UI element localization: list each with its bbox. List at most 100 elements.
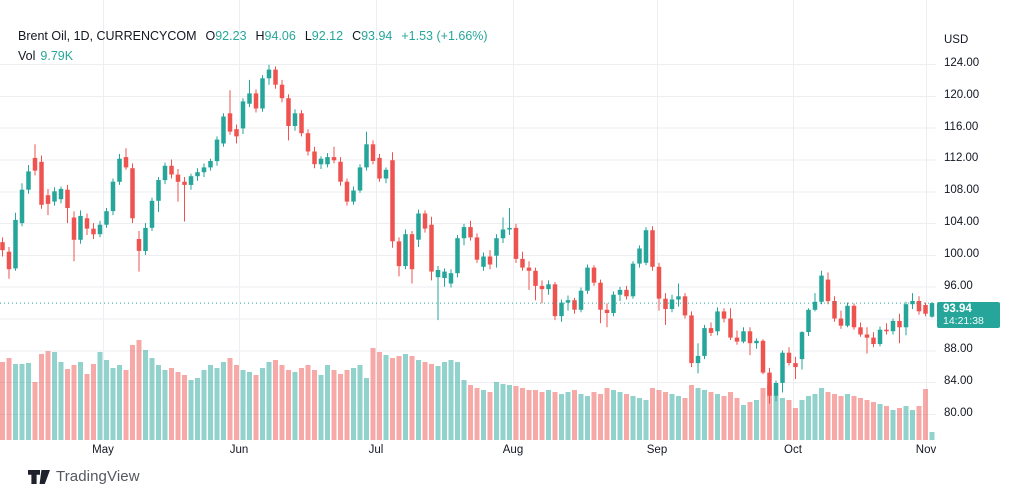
candle-body bbox=[104, 211, 109, 225]
volume-bar bbox=[65, 369, 70, 440]
legend-ohlc-row: Brent Oil, 1D, CURRENCYCOM O92.23 H94.06… bbox=[18, 26, 488, 46]
candle-body bbox=[929, 303, 935, 317]
tradingview-logo-text: TradingView bbox=[56, 468, 140, 485]
volume-bar bbox=[461, 380, 467, 440]
candle-body bbox=[409, 234, 415, 270]
candle-body bbox=[182, 181, 187, 185]
volume-bar bbox=[364, 378, 369, 440]
candle-body bbox=[663, 298, 668, 309]
price-tick-label: 88.00 bbox=[944, 343, 973, 356]
candle-body bbox=[383, 169, 389, 179]
candle-body bbox=[364, 144, 369, 168]
candle-body bbox=[6, 251, 12, 270]
volume-bar bbox=[188, 380, 194, 440]
candle-body bbox=[240, 101, 246, 129]
candle-body bbox=[689, 315, 694, 364]
volume-bar bbox=[871, 402, 876, 440]
volume-bar bbox=[156, 365, 161, 440]
candle-body bbox=[156, 180, 161, 201]
current-price-value: 93.94 bbox=[943, 303, 972, 315]
low-value: L92.12 bbox=[304, 29, 344, 43]
candle-body bbox=[715, 311, 720, 332]
volume-bar bbox=[0, 362, 5, 440]
volume-bar bbox=[585, 396, 590, 440]
volume-bar bbox=[663, 392, 668, 440]
symbol-description[interactable]: Brent Oil, 1D, CURRENCYCOM bbox=[18, 29, 197, 43]
volume-bar bbox=[682, 398, 688, 440]
current-price-badge: 93.94 14:21:38 bbox=[937, 302, 1000, 328]
price-tick-label: 124.00 bbox=[944, 57, 980, 69]
candle-body bbox=[585, 267, 590, 291]
volume-bar bbox=[500, 384, 506, 440]
candle-body bbox=[175, 174, 181, 182]
volume-bar bbox=[247, 372, 252, 440]
candle-body bbox=[884, 329, 889, 332]
volume-bar bbox=[130, 345, 135, 440]
candle-body bbox=[513, 227, 519, 259]
candle-body bbox=[123, 157, 129, 168]
month-label: Aug bbox=[502, 444, 524, 456]
candle-body bbox=[52, 191, 57, 202]
candle-body bbox=[702, 328, 707, 356]
volume-bar bbox=[240, 370, 246, 440]
candle-body bbox=[604, 309, 610, 313]
volume-bar bbox=[773, 395, 779, 440]
candle-body bbox=[396, 241, 402, 267]
candle-body bbox=[637, 248, 642, 264]
volume-bar bbox=[273, 360, 278, 440]
price-tick-label: 84.00 bbox=[944, 375, 973, 388]
candle-body bbox=[403, 234, 408, 266]
volume-bar bbox=[546, 390, 551, 440]
volume-bar bbox=[643, 400, 649, 440]
volume-bar bbox=[169, 368, 174, 440]
candle-body bbox=[214, 139, 220, 162]
price-scale[interactable]: USD 124.00 120.00 116.00 112.00 108.00 104.00… bbox=[936, 0, 1012, 462]
candle-body bbox=[344, 181, 350, 202]
chart-canvas[interactable] bbox=[0, 0, 1012, 462]
candle-body bbox=[877, 329, 883, 344]
volume-bar bbox=[825, 392, 831, 440]
candle-body bbox=[201, 167, 207, 173]
candle-body bbox=[435, 270, 441, 278]
volume-bar bbox=[468, 385, 473, 440]
volume-bar bbox=[513, 386, 519, 440]
volume-bar bbox=[325, 365, 330, 440]
candle-body bbox=[838, 318, 844, 326]
volume-bar bbox=[923, 389, 928, 440]
time-axis[interactable]: May Jun Jul Aug Sep Oct Nov bbox=[0, 440, 1012, 462]
volume-bar bbox=[650, 388, 655, 440]
volume-bar bbox=[474, 388, 480, 440]
change-value: +1.53 (+1.66%) bbox=[401, 29, 488, 43]
candle-body bbox=[13, 219, 18, 269]
volume-bar bbox=[910, 410, 915, 440]
candle-body bbox=[318, 158, 324, 165]
candle-body bbox=[357, 167, 363, 191]
candle-body bbox=[481, 256, 486, 267]
candle-body bbox=[305, 133, 311, 152]
candle-body bbox=[39, 161, 44, 205]
tradingview-watermark[interactable]: TradingView bbox=[28, 468, 140, 485]
volume-bar bbox=[708, 392, 714, 440]
candle-body bbox=[19, 189, 25, 224]
volume-bar bbox=[253, 375, 259, 440]
candle-body bbox=[864, 334, 870, 338]
candle-body bbox=[890, 320, 896, 332]
volume-bar bbox=[390, 358, 395, 440]
volume-bar bbox=[227, 358, 233, 440]
volume-bar bbox=[734, 398, 740, 440]
candle-body bbox=[91, 228, 96, 235]
candle-body bbox=[773, 383, 779, 396]
candle-body bbox=[520, 258, 525, 268]
volume-bar bbox=[149, 358, 155, 440]
volume-bar bbox=[533, 390, 538, 440]
volume-bar bbox=[539, 392, 545, 440]
candle-body bbox=[455, 238, 460, 274]
volume-bar bbox=[234, 365, 239, 440]
currency-label: USD bbox=[944, 34, 969, 46]
volume-bar bbox=[702, 390, 707, 440]
candle-body bbox=[591, 267, 597, 283]
volume-bar bbox=[617, 392, 623, 440]
volume-bar bbox=[897, 408, 902, 440]
candle-body bbox=[676, 296, 681, 300]
candle-body bbox=[208, 161, 213, 168]
